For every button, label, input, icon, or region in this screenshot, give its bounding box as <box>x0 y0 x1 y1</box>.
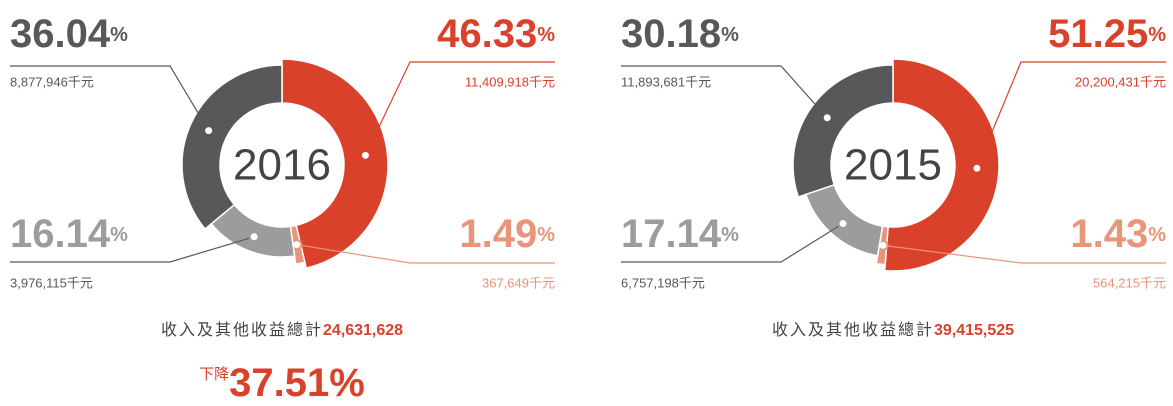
amount-label: 6,757,198千元 <box>621 275 705 290</box>
change-line: 下降37.51% <box>199 361 365 405</box>
leader-line <box>621 65 828 119</box>
percent-unit: % <box>1148 224 1166 246</box>
percent-label: 17.14% <box>621 212 739 256</box>
percent-unit: % <box>1148 24 1166 46</box>
percent-label: 1.43% <box>1070 212 1166 256</box>
percent-label: 36.04% <box>10 12 128 56</box>
donut-segment <box>281 58 389 270</box>
change-unit: % <box>329 361 365 405</box>
percent-value: 51.25 <box>1048 12 1148 56</box>
total-line: 收入及其他收益總計39,415,525 <box>772 321 1014 339</box>
percent-label: 30.18% <box>621 12 739 56</box>
leader-line <box>882 244 1166 264</box>
leader-dot <box>248 231 260 243</box>
percent-unit: % <box>721 24 739 46</box>
leader-line <box>296 244 555 264</box>
total-label: 收入及其他收益總計 <box>161 321 323 339</box>
leader-dot <box>837 218 849 230</box>
leader-line <box>364 61 555 156</box>
leader-line <box>10 65 210 131</box>
percent-label: 46.33% <box>437 12 555 56</box>
leader-line <box>10 236 255 263</box>
percent-value: 17.14 <box>621 212 722 256</box>
leader-line <box>976 61 1166 169</box>
total-value: 39,415,525 <box>934 322 1014 339</box>
donut-segment <box>181 64 283 230</box>
amount-label: 367,649千元 <box>482 275 555 290</box>
percent-value: 1.43 <box>1070 212 1148 256</box>
donut-segment <box>792 64 894 198</box>
change-value: 37.51 <box>229 361 329 405</box>
leader-dot <box>203 125 215 137</box>
total-label: 收入及其他收益總計 <box>772 321 934 339</box>
percent-value: 16.14 <box>10 212 111 256</box>
percent-unit: % <box>537 24 555 46</box>
total-value: 24,631,628 <box>323 322 403 339</box>
percent-value: 30.18 <box>621 12 721 56</box>
amount-label: 8,877,946千元 <box>10 74 94 89</box>
percent-value: 46.33 <box>437 12 537 56</box>
percent-unit: % <box>110 224 128 246</box>
amount-label: 20,200,431千元 <box>1075 74 1166 89</box>
leader-dot <box>821 112 833 124</box>
change-label: 下降 <box>199 366 229 383</box>
donut-segment <box>883 58 1000 272</box>
percent-unit: % <box>110 24 128 46</box>
amount-label: 564,215千元 <box>1093 275 1166 290</box>
percent-value: 1.49 <box>459 212 537 256</box>
total-line: 收入及其他收益總計24,631,628 <box>161 321 403 339</box>
percent-label: 1.49% <box>459 212 555 256</box>
amount-label: 11,409,918千元 <box>465 74 555 89</box>
leader-dot <box>971 162 983 174</box>
percent-unit: % <box>537 224 555 246</box>
percent-unit: % <box>721 224 739 246</box>
leader-dot <box>359 149 371 161</box>
percent-value: 36.04 <box>10 12 111 56</box>
amount-label: 11,893,681千元 <box>621 74 711 89</box>
donut-hole <box>221 104 343 226</box>
center-year: 2016 <box>233 141 331 190</box>
leader-line <box>621 223 844 263</box>
center-year: 2015 <box>844 141 942 190</box>
percent-label: 16.14% <box>10 212 128 256</box>
donut-hole <box>832 104 954 226</box>
percent-label: 51.25% <box>1048 12 1166 56</box>
amount-label: 3,976,115千元 <box>10 275 93 290</box>
